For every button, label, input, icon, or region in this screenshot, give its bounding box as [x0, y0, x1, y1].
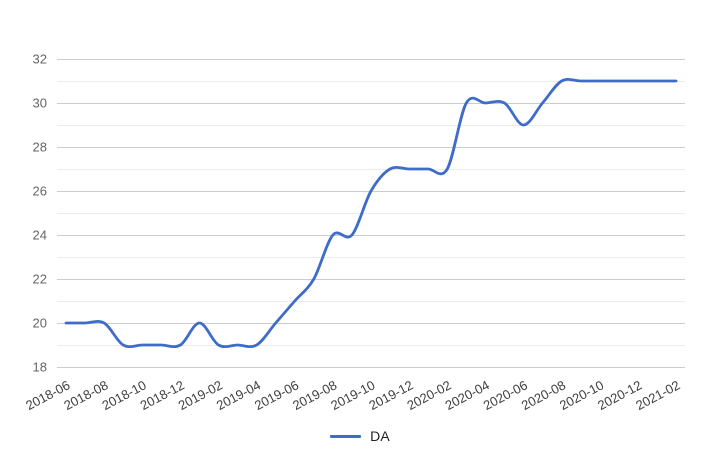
legend: DA — [0, 428, 720, 444]
y-tick-label: 26 — [33, 184, 47, 199]
y-tick-label: 32 — [33, 52, 47, 67]
legend-line-swatch — [330, 434, 362, 438]
y-tick-label: 20 — [33, 316, 47, 331]
x-tick-label: 2021-02 — [633, 377, 682, 413]
y-tick-label: 18 — [33, 360, 47, 375]
da-series-line — [64, 77, 678, 349]
y-tick-label: 28 — [33, 140, 47, 155]
chart-canvas: 18202224262830322018-062018-082018-10201… — [23, 52, 685, 413]
y-tick-label: 30 — [33, 96, 47, 111]
y-tick-label: 24 — [33, 228, 47, 243]
legend-series-label: DA — [370, 428, 390, 444]
y-tick-label: 22 — [33, 272, 47, 287]
